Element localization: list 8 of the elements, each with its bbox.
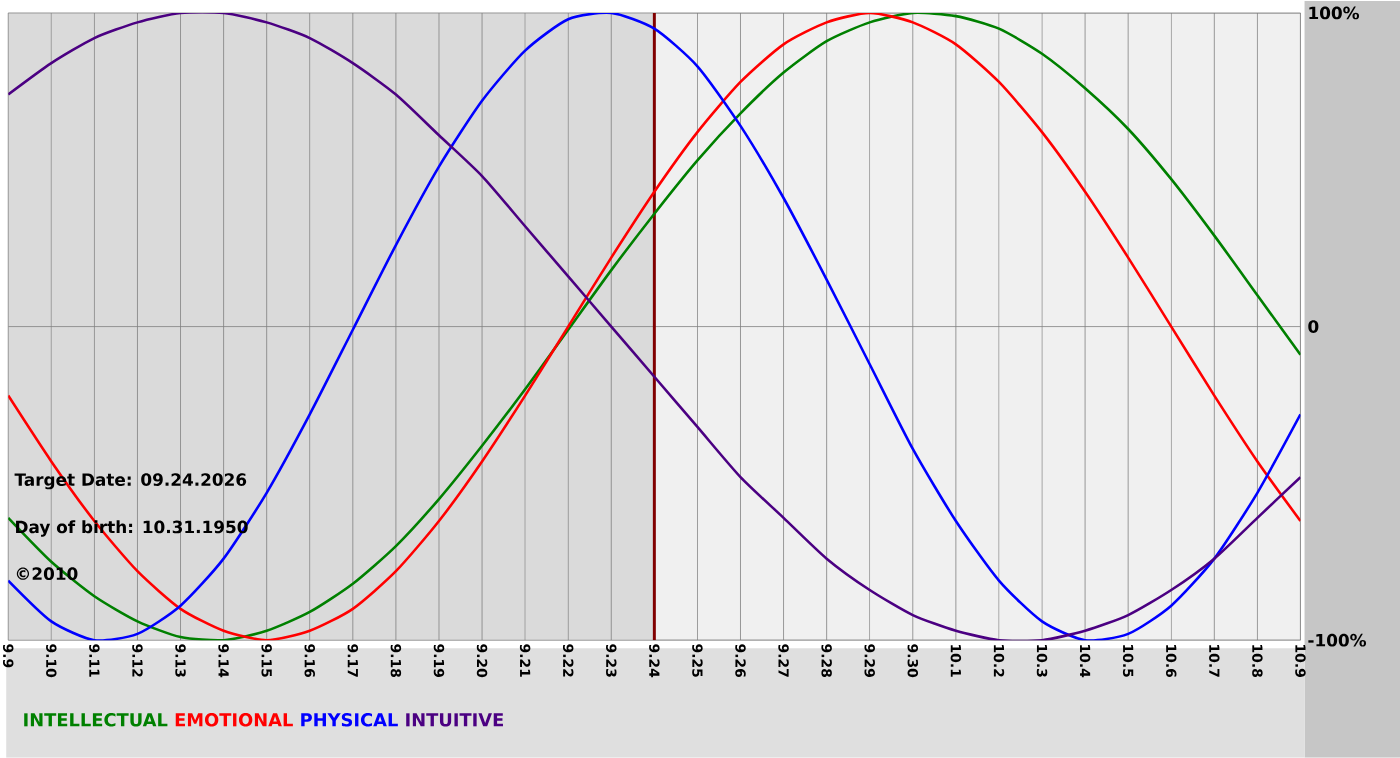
y-tick-label: 100% [1309,6,1360,20]
text: PHYSICAL [301,713,398,727]
line-series [8,13,1301,641]
y-tick-label: -100% [1308,633,1367,647]
y-tick-label: 0 [1308,320,1319,334]
text: EMOTIONAL [175,713,293,727]
text: INTUITIVE [406,713,503,727]
text: INTELLECTUAL [24,713,168,727]
